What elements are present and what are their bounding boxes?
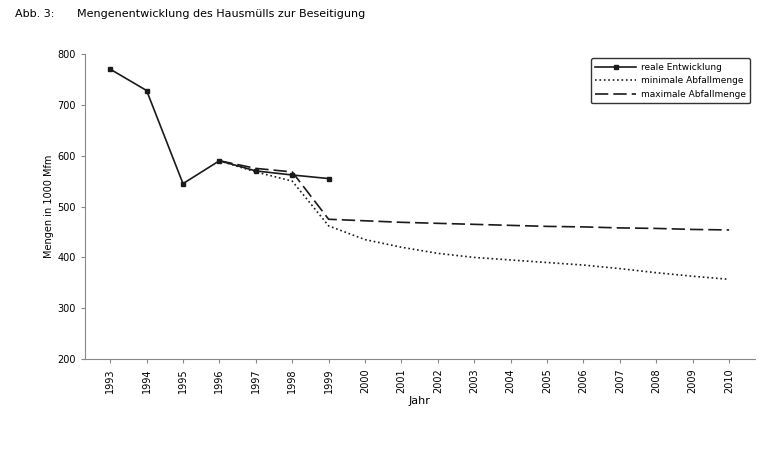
maximale Abfallmenge — [542, 224, 551, 229]
reale Entwicklung — [142, 88, 151, 93]
Text: Abb. 3:: Abb. 3: — [15, 9, 55, 19]
minimale Abfallmenge — [434, 251, 443, 256]
minimale Abfallmenge — [688, 273, 698, 279]
minimale Abfallmenge — [651, 270, 661, 275]
maximale Abfallmenge — [615, 225, 624, 231]
reale Entwicklung — [288, 172, 297, 178]
minimale Abfallmenge — [506, 257, 515, 263]
Text: Mengenentwicklung des Hausmülls zur Beseitigung: Mengenentwicklung des Hausmülls zur Bese… — [77, 9, 365, 19]
minimale Abfallmenge — [397, 245, 406, 250]
maximale Abfallmenge — [288, 169, 297, 175]
maximale Abfallmenge — [215, 158, 224, 163]
minimale Abfallmenge — [725, 277, 734, 282]
maximale Abfallmenge — [506, 223, 515, 228]
minimale Abfallmenge — [215, 158, 224, 163]
Line: maximale Abfallmenge: maximale Abfallmenge — [219, 161, 729, 230]
reale Entwicklung — [251, 168, 260, 174]
Legend: reale Entwicklung, minimale Abfallmenge, maximale Abfallmenge: reale Entwicklung, minimale Abfallmenge,… — [591, 58, 750, 103]
Y-axis label: Mengen in 1000 Mfm: Mengen in 1000 Mfm — [45, 155, 55, 258]
maximale Abfallmenge — [324, 216, 333, 222]
minimale Abfallmenge — [615, 266, 624, 271]
maximale Abfallmenge — [579, 224, 588, 229]
minimale Abfallmenge — [542, 260, 551, 265]
maximale Abfallmenge — [651, 226, 661, 231]
maximale Abfallmenge — [251, 166, 260, 171]
reale Entwicklung — [179, 181, 188, 186]
reale Entwicklung — [105, 66, 115, 72]
maximale Abfallmenge — [725, 227, 734, 233]
reale Entwicklung — [324, 176, 333, 181]
maximale Abfallmenge — [470, 222, 479, 227]
reale Entwicklung — [215, 158, 224, 163]
minimale Abfallmenge — [470, 255, 479, 260]
maximale Abfallmenge — [397, 220, 406, 225]
maximale Abfallmenge — [360, 218, 370, 224]
minimale Abfallmenge — [288, 178, 297, 184]
maximale Abfallmenge — [688, 227, 698, 232]
minimale Abfallmenge — [251, 169, 260, 175]
Line: minimale Abfallmenge: minimale Abfallmenge — [219, 161, 729, 279]
minimale Abfallmenge — [579, 262, 588, 268]
X-axis label: Jahr: Jahr — [409, 396, 430, 406]
Line: reale Entwicklung: reale Entwicklung — [108, 67, 330, 186]
maximale Abfallmenge — [434, 220, 443, 226]
minimale Abfallmenge — [324, 223, 333, 229]
minimale Abfallmenge — [360, 237, 370, 242]
